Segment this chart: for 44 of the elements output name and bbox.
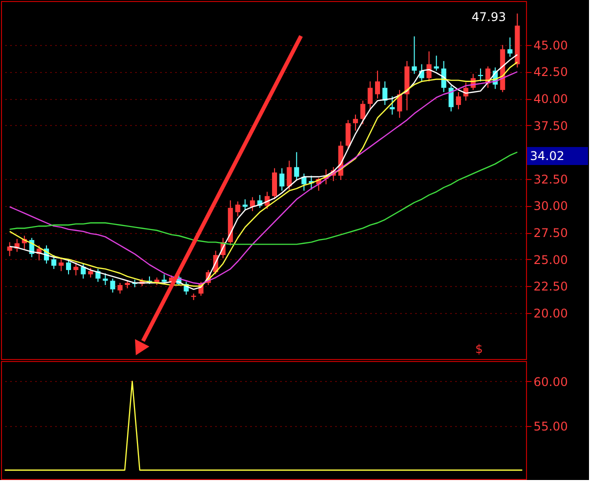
candlestick (360, 100, 366, 125)
y-tick-label: 25.00 (534, 252, 568, 267)
candlestick (118, 282, 123, 294)
candlestick (352, 114, 358, 132)
candlestick (507, 36, 512, 58)
candlestick (279, 168, 284, 192)
y-tick-label: 45.00 (534, 38, 568, 52)
annotation: $ (475, 342, 483, 356)
candlestick (397, 89, 402, 118)
candlestick (80, 263, 86, 280)
y-tick-label: 55.00 (534, 419, 568, 434)
candlestick (390, 96, 395, 116)
y-tick-label: 30.00 (534, 199, 568, 214)
candlestick (426, 50, 432, 82)
candlestick (448, 85, 454, 112)
candlestick (286, 160, 292, 190)
y-tick-label: 40.00 (534, 92, 568, 106)
candlestick (434, 55, 439, 72)
candlestick (375, 70, 380, 100)
annotation: 47.93 (472, 10, 506, 24)
candlestick (412, 36, 417, 74)
candlestick (242, 198, 248, 211)
text: 34.02 (530, 149, 564, 163)
candlestick (110, 278, 116, 294)
candlestick (51, 254, 56, 270)
candlestick (368, 80, 373, 110)
y-tick-label: 27.50 (534, 226, 568, 240)
candlestick (456, 92, 461, 110)
y-tick-label: 20.00 (534, 306, 568, 320)
candlestick (88, 267, 94, 278)
candlestick (478, 68, 484, 82)
candlestick (235, 200, 240, 217)
y-tick-label: 32.50 (534, 172, 568, 186)
y-tick-label: 37.50 (534, 118, 568, 133)
candlestick (66, 260, 72, 275)
y-tick-label: 60.00 (534, 374, 568, 389)
candlestick (102, 272, 108, 286)
candlestick (272, 168, 278, 200)
candlestick (346, 119, 351, 150)
y-tick-label: 22.50 (534, 280, 568, 294)
candlestick (73, 262, 78, 276)
candlestick (58, 258, 64, 272)
y-tick-label: 42.50 (534, 65, 568, 80)
candlestick (294, 152, 300, 180)
